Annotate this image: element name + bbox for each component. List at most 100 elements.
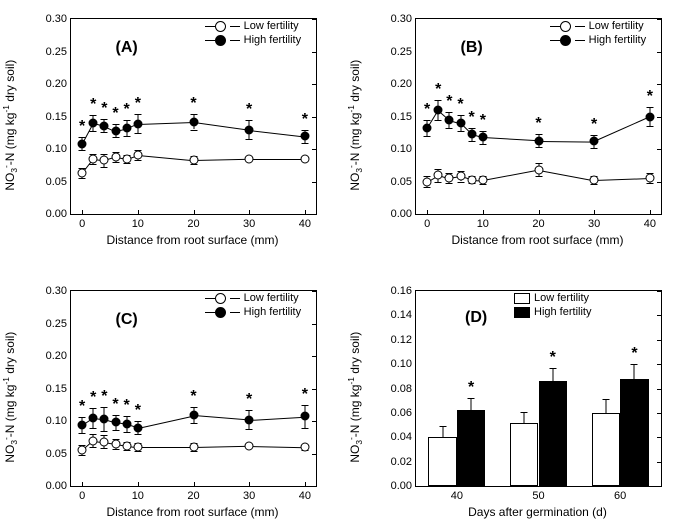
error-cap <box>535 147 542 148</box>
error-cap <box>446 183 453 184</box>
significance-star: * <box>90 96 96 114</box>
significance-star: * <box>135 402 141 420</box>
significance-star: * <box>79 398 85 416</box>
marker-high <box>245 125 254 134</box>
error-cap <box>79 433 86 434</box>
error-cap <box>101 167 108 168</box>
legend-swatch-filled <box>215 307 226 318</box>
legend-line <box>550 26 560 27</box>
error-cap <box>79 417 86 418</box>
ylabel: NO3--N (mg kg-1 dry soil) <box>1 35 19 215</box>
xtick-mark <box>483 210 484 215</box>
ytick: 0.10 <box>46 415 71 427</box>
series-line <box>193 415 249 421</box>
marker-low <box>300 154 309 163</box>
ytick-mark <box>312 182 317 183</box>
legend-swatch-open <box>215 21 226 32</box>
ytick: 0.00 <box>46 480 71 492</box>
significance-star: * <box>302 111 308 129</box>
xtick-mark <box>305 482 306 487</box>
ytick: 0.25 <box>46 46 71 58</box>
ytick-mark <box>312 117 317 118</box>
marker-low <box>100 437 109 446</box>
error-cap <box>112 162 119 163</box>
ylabel: NO3--N (mg kg-1 dry soil) <box>346 307 364 487</box>
ytick-mark <box>657 182 662 183</box>
error-bar <box>442 426 443 437</box>
marker-low <box>133 443 142 452</box>
marker-high <box>111 126 120 135</box>
series-line <box>538 141 594 143</box>
panel-letter: (C) <box>116 311 138 329</box>
error-bar <box>634 364 635 379</box>
marker-low <box>122 441 131 450</box>
ytick: 0.20 <box>391 78 416 90</box>
legend-swatch-open <box>560 21 571 32</box>
ylabel: NO3--N (mg kg-1 dry soil) <box>1 307 19 487</box>
legend-low: Low fertility <box>244 292 299 304</box>
series-line <box>594 178 650 181</box>
xtick-mark <box>194 482 195 487</box>
significance-star: * <box>435 81 441 99</box>
error-cap <box>112 449 119 450</box>
significance-star: * <box>112 396 118 414</box>
error-cap <box>134 160 141 161</box>
error-cap <box>435 100 442 101</box>
ytick-mark <box>312 291 317 292</box>
marker-high <box>133 119 142 128</box>
ytick-mark <box>657 84 662 85</box>
error-cap <box>90 115 97 116</box>
marker-high <box>89 119 98 128</box>
ytick-mark <box>657 19 662 20</box>
error-cap <box>190 130 197 131</box>
significance-star: * <box>190 95 196 113</box>
ytick-mark <box>312 389 317 390</box>
marker-high <box>111 418 120 427</box>
error-cap <box>521 412 528 413</box>
marker-high <box>100 121 109 130</box>
legend-low: Low fertility <box>534 292 589 304</box>
series-line <box>538 170 594 181</box>
legend-swatch-open <box>215 293 226 304</box>
error-bar <box>524 412 525 423</box>
series-line <box>594 117 650 143</box>
series-line <box>138 447 194 448</box>
error-cap <box>602 399 609 400</box>
panel-C: 0.000.050.100.150.200.250.30010203040***… <box>70 290 317 487</box>
error-cap <box>79 137 86 138</box>
error-cap <box>134 421 141 422</box>
error-cap <box>468 141 475 142</box>
series-line <box>483 170 539 181</box>
xtick: 40 <box>299 486 311 502</box>
error-cap <box>631 364 638 365</box>
ytick-mark <box>312 19 317 20</box>
ytick-mark <box>312 356 317 357</box>
ytick-mark <box>657 315 662 316</box>
ytick: 0.16 <box>391 285 416 297</box>
marker-high <box>478 133 487 142</box>
legend-line <box>205 40 215 41</box>
xlabel: Distance from root surface (mm) <box>103 233 283 247</box>
marker-high <box>189 117 198 126</box>
series-line <box>138 155 194 161</box>
legend-line <box>230 26 240 27</box>
error-cap <box>123 432 130 433</box>
marker-high <box>445 115 454 124</box>
legend-low: Low fertility <box>244 20 299 32</box>
xtick: 10 <box>477 214 489 230</box>
ytick: 0.02 <box>391 456 416 468</box>
error-cap <box>190 114 197 115</box>
legend-line <box>575 40 585 41</box>
marker-high <box>534 136 543 145</box>
ytick: 0.05 <box>46 176 71 188</box>
error-cap <box>79 178 86 179</box>
error-cap <box>123 136 130 137</box>
error-cap <box>246 410 253 411</box>
marker-low <box>111 152 120 161</box>
legend-line <box>230 312 240 313</box>
xtick: 20 <box>187 486 199 502</box>
error-cap <box>134 434 141 435</box>
ytick: 0.15 <box>391 111 416 123</box>
ytick-mark <box>312 214 317 215</box>
error-bar <box>471 398 472 410</box>
